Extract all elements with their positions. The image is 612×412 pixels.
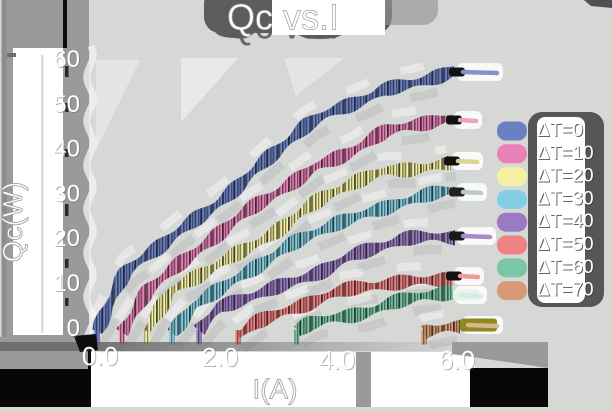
svg-text:ΔT=0: ΔT=0 bbox=[538, 121, 584, 142]
svg-text:ΔT=10: ΔT=10 bbox=[537, 143, 594, 164]
svg-text:ΔT=30: ΔT=30 bbox=[538, 189, 595, 210]
svg-text:ΔT=50: ΔT=50 bbox=[538, 235, 595, 256]
svg-text:2.0: 2.0 bbox=[203, 343, 239, 373]
svg-text:ΔT=30: ΔT=30 bbox=[537, 188, 594, 209]
svg-text:60: 60 bbox=[53, 46, 80, 73]
svg-text:ΔT=10: ΔT=10 bbox=[538, 144, 595, 165]
svg-text:4.0: 4.0 bbox=[319, 345, 355, 375]
svg-text:30: 30 bbox=[53, 180, 80, 207]
svg-text:ΔT=60: ΔT=60 bbox=[538, 258, 595, 279]
svg-text:0: 0 bbox=[68, 316, 81, 343]
svg-text:ΔT=70: ΔT=70 bbox=[537, 280, 594, 301]
svg-text:40: 40 bbox=[53, 136, 80, 163]
svg-text:4.0: 4.0 bbox=[320, 346, 356, 376]
svg-text:Qc(W): Qc(W) bbox=[0, 182, 28, 263]
svg-text:10: 10 bbox=[54, 271, 81, 298]
svg-text:ΔT=20: ΔT=20 bbox=[538, 167, 595, 188]
svg-text:ΔT=20: ΔT=20 bbox=[537, 166, 594, 187]
svg-text:0.0: 0.0 bbox=[82, 341, 118, 371]
svg-text:ΔT=70: ΔT=70 bbox=[538, 281, 595, 302]
svg-text:ΔT=40: ΔT=40 bbox=[538, 212, 595, 233]
svg-text:I(A): I(A) bbox=[252, 374, 297, 405]
svg-text:30: 30 bbox=[54, 181, 81, 208]
svg-text:0: 0 bbox=[67, 315, 80, 342]
svg-text:50: 50 bbox=[54, 92, 81, 119]
svg-text:2.0: 2.0 bbox=[202, 342, 238, 372]
svg-text:ΔT=0: ΔT=0 bbox=[537, 120, 583, 141]
svg-text:10: 10 bbox=[53, 270, 80, 297]
svg-text:6.0: 6.0 bbox=[439, 345, 475, 375]
svg-text:Qc vs.I: Qc vs.I bbox=[227, 0, 339, 38]
svg-text:6.0: 6.0 bbox=[440, 346, 476, 376]
svg-text:20: 20 bbox=[53, 225, 80, 252]
svg-text:20: 20 bbox=[54, 226, 81, 253]
svg-text:ΔT=40: ΔT=40 bbox=[537, 211, 594, 232]
svg-text:60: 60 bbox=[54, 47, 81, 74]
svg-text:ΔT=60: ΔT=60 bbox=[537, 257, 594, 278]
svg-text:40: 40 bbox=[54, 137, 81, 164]
svg-text:0.0: 0.0 bbox=[83, 342, 119, 372]
svg-text:50: 50 bbox=[53, 91, 80, 118]
svg-text:ΔT=50: ΔT=50 bbox=[537, 234, 594, 255]
